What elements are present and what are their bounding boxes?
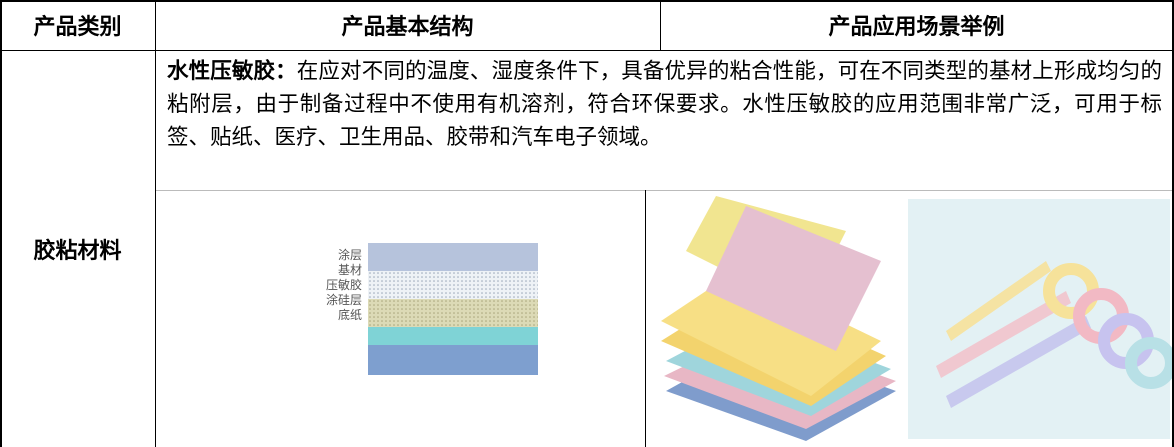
- description-text: 在应对不同的温度、湿度条件下，具备优异的粘合性能，可在不同类型的基材上形成均匀的…: [167, 59, 1162, 149]
- header-cell: 产品类别: [33, 14, 122, 39]
- category-cell: 胶粘材料: [33, 238, 122, 263]
- border: [155, 190, 1174, 191]
- header-cell: 产品基本结构: [341, 14, 474, 39]
- sticky-notes: [661, 196, 896, 441]
- border: [1172, 0, 1174, 447]
- layer: [368, 243, 538, 271]
- layer-label: 压敏胶: [325, 278, 362, 292]
- layer: [368, 271, 538, 299]
- layer-label: 底纸: [337, 308, 362, 322]
- layer: [368, 345, 538, 375]
- layer-label: 涂硅层: [325, 293, 362, 307]
- layer-label: 基材: [337, 263, 362, 277]
- border: [0, 0, 2, 447]
- header-cell: 产品应用场景举例: [828, 14, 1005, 39]
- description-lead: 水性压敏胶：: [167, 59, 297, 83]
- structure-diagram: [368, 243, 538, 375]
- layer: [368, 299, 538, 327]
- border: [645, 190, 646, 447]
- border: [155, 0, 156, 447]
- description: 水性压敏胶：在应对不同的温度、湿度条件下，具备优异的粘合性能，可在不同类型的基材…: [167, 55, 1162, 154]
- tape-photo: [908, 199, 1172, 439]
- border: [0, 50, 1174, 51]
- layer-label: 涂层: [337, 248, 362, 262]
- application-photos: [661, 196, 1172, 441]
- layer: [368, 327, 538, 345]
- border: [660, 0, 661, 50]
- border: [0, 0, 1174, 2]
